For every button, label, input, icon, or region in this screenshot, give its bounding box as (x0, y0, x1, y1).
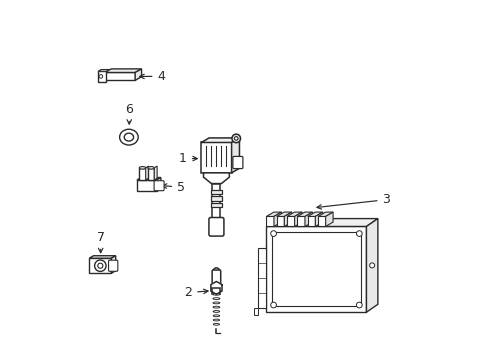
Polygon shape (277, 216, 284, 226)
Ellipse shape (213, 302, 220, 304)
Polygon shape (137, 177, 161, 180)
Polygon shape (211, 190, 222, 194)
Polygon shape (201, 138, 240, 143)
Polygon shape (232, 138, 240, 173)
Polygon shape (308, 212, 323, 216)
Polygon shape (148, 168, 154, 180)
Circle shape (95, 260, 106, 271)
Circle shape (234, 137, 238, 140)
Ellipse shape (213, 319, 220, 321)
Polygon shape (326, 212, 333, 226)
FancyBboxPatch shape (109, 260, 118, 271)
Polygon shape (267, 226, 367, 312)
Polygon shape (267, 219, 378, 226)
Polygon shape (211, 282, 222, 294)
FancyBboxPatch shape (209, 217, 224, 236)
Polygon shape (305, 212, 313, 226)
Ellipse shape (213, 298, 220, 300)
Circle shape (369, 263, 375, 268)
Text: 7: 7 (97, 231, 105, 253)
Circle shape (232, 134, 241, 143)
Ellipse shape (213, 315, 220, 317)
Text: 3: 3 (317, 193, 391, 209)
Text: 5: 5 (162, 181, 185, 194)
Polygon shape (258, 248, 267, 308)
Polygon shape (139, 168, 146, 180)
Polygon shape (105, 69, 142, 72)
Polygon shape (213, 288, 220, 294)
Polygon shape (137, 180, 157, 192)
Ellipse shape (213, 293, 220, 295)
Text: 2: 2 (184, 286, 208, 299)
Ellipse shape (148, 167, 154, 169)
Ellipse shape (213, 323, 220, 325)
Circle shape (356, 302, 362, 308)
Polygon shape (284, 212, 292, 226)
Polygon shape (274, 212, 281, 226)
Polygon shape (297, 216, 305, 226)
Polygon shape (105, 72, 135, 80)
Text: 4: 4 (140, 70, 165, 83)
Polygon shape (203, 173, 229, 184)
Polygon shape (211, 203, 222, 207)
Polygon shape (89, 258, 111, 273)
Ellipse shape (213, 311, 220, 312)
Circle shape (356, 231, 362, 237)
Ellipse shape (124, 133, 134, 141)
Polygon shape (89, 256, 116, 258)
Ellipse shape (139, 167, 146, 169)
Polygon shape (98, 71, 106, 81)
FancyBboxPatch shape (212, 270, 220, 287)
Polygon shape (98, 69, 109, 71)
Polygon shape (267, 212, 281, 216)
Polygon shape (211, 197, 222, 201)
Circle shape (270, 231, 276, 237)
Polygon shape (154, 166, 157, 180)
Polygon shape (146, 166, 148, 180)
Polygon shape (318, 212, 333, 216)
Polygon shape (294, 212, 302, 226)
Ellipse shape (213, 306, 220, 308)
Polygon shape (135, 69, 142, 80)
Polygon shape (308, 216, 315, 226)
Polygon shape (254, 308, 258, 315)
Polygon shape (315, 212, 323, 226)
Polygon shape (297, 212, 313, 216)
Polygon shape (318, 216, 326, 226)
Text: 6: 6 (125, 103, 133, 124)
Polygon shape (201, 143, 232, 173)
Circle shape (99, 75, 102, 78)
Circle shape (270, 302, 276, 308)
FancyBboxPatch shape (154, 181, 164, 191)
Circle shape (213, 268, 220, 274)
Polygon shape (367, 219, 378, 312)
Circle shape (98, 263, 103, 268)
Polygon shape (267, 216, 274, 226)
Text: 1: 1 (179, 152, 197, 165)
FancyBboxPatch shape (233, 157, 243, 168)
Polygon shape (213, 184, 220, 219)
Polygon shape (277, 212, 292, 216)
Ellipse shape (120, 129, 138, 145)
Polygon shape (157, 177, 161, 192)
Polygon shape (287, 216, 294, 226)
Polygon shape (287, 212, 302, 216)
Polygon shape (111, 256, 116, 273)
